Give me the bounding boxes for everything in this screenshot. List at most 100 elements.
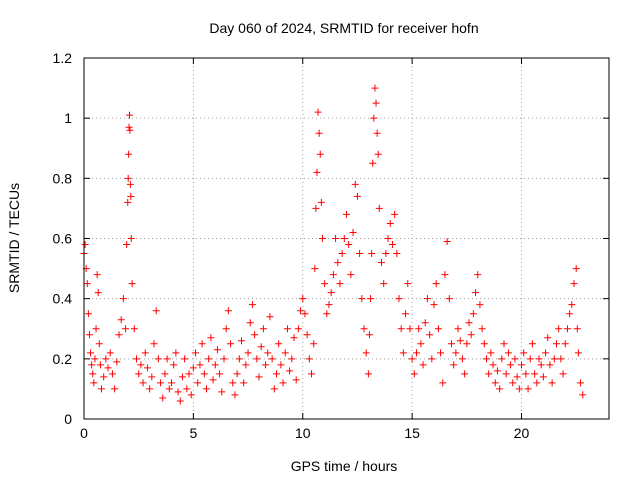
data-point (372, 99, 380, 107)
data-point (345, 241, 353, 249)
data-point (259, 325, 267, 333)
data-point (246, 319, 254, 327)
data-point (356, 250, 364, 258)
data-point (310, 340, 318, 348)
data-point (362, 349, 370, 357)
data-point (266, 313, 274, 321)
data-point (207, 334, 215, 342)
y-tick-label: 0 (64, 411, 72, 427)
data-point (148, 373, 156, 381)
data-point (439, 379, 447, 387)
data-point (419, 361, 427, 369)
data-point (535, 355, 543, 363)
data-point (244, 349, 252, 357)
data-point (340, 235, 348, 242)
data-point (125, 123, 133, 131)
data-point (100, 373, 108, 381)
data-point (85, 331, 93, 339)
data-point (139, 379, 147, 387)
data-point (393, 250, 401, 258)
data-point (570, 280, 578, 288)
data-point (222, 325, 230, 333)
data-point (404, 280, 412, 288)
y-tick-label: 0.8 (53, 170, 73, 186)
data-point (227, 340, 235, 348)
data-point (275, 340, 283, 348)
data-point (343, 210, 350, 218)
data-point (264, 349, 272, 357)
data-point (555, 325, 563, 333)
data-point (384, 235, 392, 242)
data-point (572, 265, 580, 273)
data-point (415, 325, 423, 333)
data-point (89, 370, 97, 378)
data-point (178, 373, 186, 381)
data-point (467, 331, 475, 339)
data-point (301, 310, 309, 318)
data-point (520, 349, 528, 357)
x-tick-label: 20 (514, 425, 530, 441)
data-point (133, 355, 140, 363)
data-point (292, 376, 300, 384)
data-point (349, 228, 357, 236)
data-point (273, 370, 280, 378)
data-point (172, 349, 180, 357)
data-point (135, 370, 143, 378)
data-point (122, 325, 130, 333)
data-point (559, 370, 567, 378)
data-point (430, 301, 438, 309)
data-point (288, 355, 296, 363)
data-point (472, 289, 480, 297)
data-point (445, 295, 453, 303)
data-point (313, 168, 321, 176)
data-point (334, 259, 342, 267)
data-point (487, 349, 495, 357)
data-point (123, 241, 131, 249)
data-point (189, 364, 197, 372)
data-point (402, 310, 410, 318)
data-point (141, 349, 149, 357)
data-point (152, 307, 160, 315)
data-point (125, 150, 133, 158)
data-point (367, 295, 375, 303)
data-point (231, 391, 239, 399)
x-tick-label: 0 (80, 425, 88, 441)
data-point (448, 340, 455, 348)
data-point (557, 355, 565, 363)
data-point (373, 129, 381, 137)
data-point (546, 361, 554, 369)
data-point (358, 295, 366, 303)
data-point (238, 337, 245, 345)
data-point (456, 337, 464, 345)
data-point (229, 379, 237, 387)
data-point (124, 174, 132, 182)
data-point (318, 235, 326, 242)
data-point (203, 385, 210, 393)
data-point (137, 361, 145, 369)
data-point (95, 340, 103, 348)
data-point (96, 361, 104, 369)
data-point (183, 385, 191, 393)
data-point (323, 310, 331, 318)
data-point (83, 280, 91, 288)
data-point (375, 204, 383, 212)
data-point (502, 370, 510, 378)
data-point (406, 325, 414, 333)
data-point (542, 349, 550, 357)
data-point (187, 391, 195, 399)
data-point (192, 349, 200, 357)
data-point (143, 364, 151, 372)
data-point (294, 325, 302, 333)
data-point (483, 355, 490, 363)
data-point (325, 301, 333, 309)
data-point (317, 198, 325, 206)
data-point (119, 295, 127, 303)
data-point (94, 289, 102, 297)
data-point (365, 331, 373, 339)
data-point (205, 355, 213, 363)
data-point (489, 361, 497, 369)
data-point (257, 343, 265, 351)
data-point (360, 325, 368, 333)
y-axis-label: SRMTID / TECUs (6, 183, 22, 293)
